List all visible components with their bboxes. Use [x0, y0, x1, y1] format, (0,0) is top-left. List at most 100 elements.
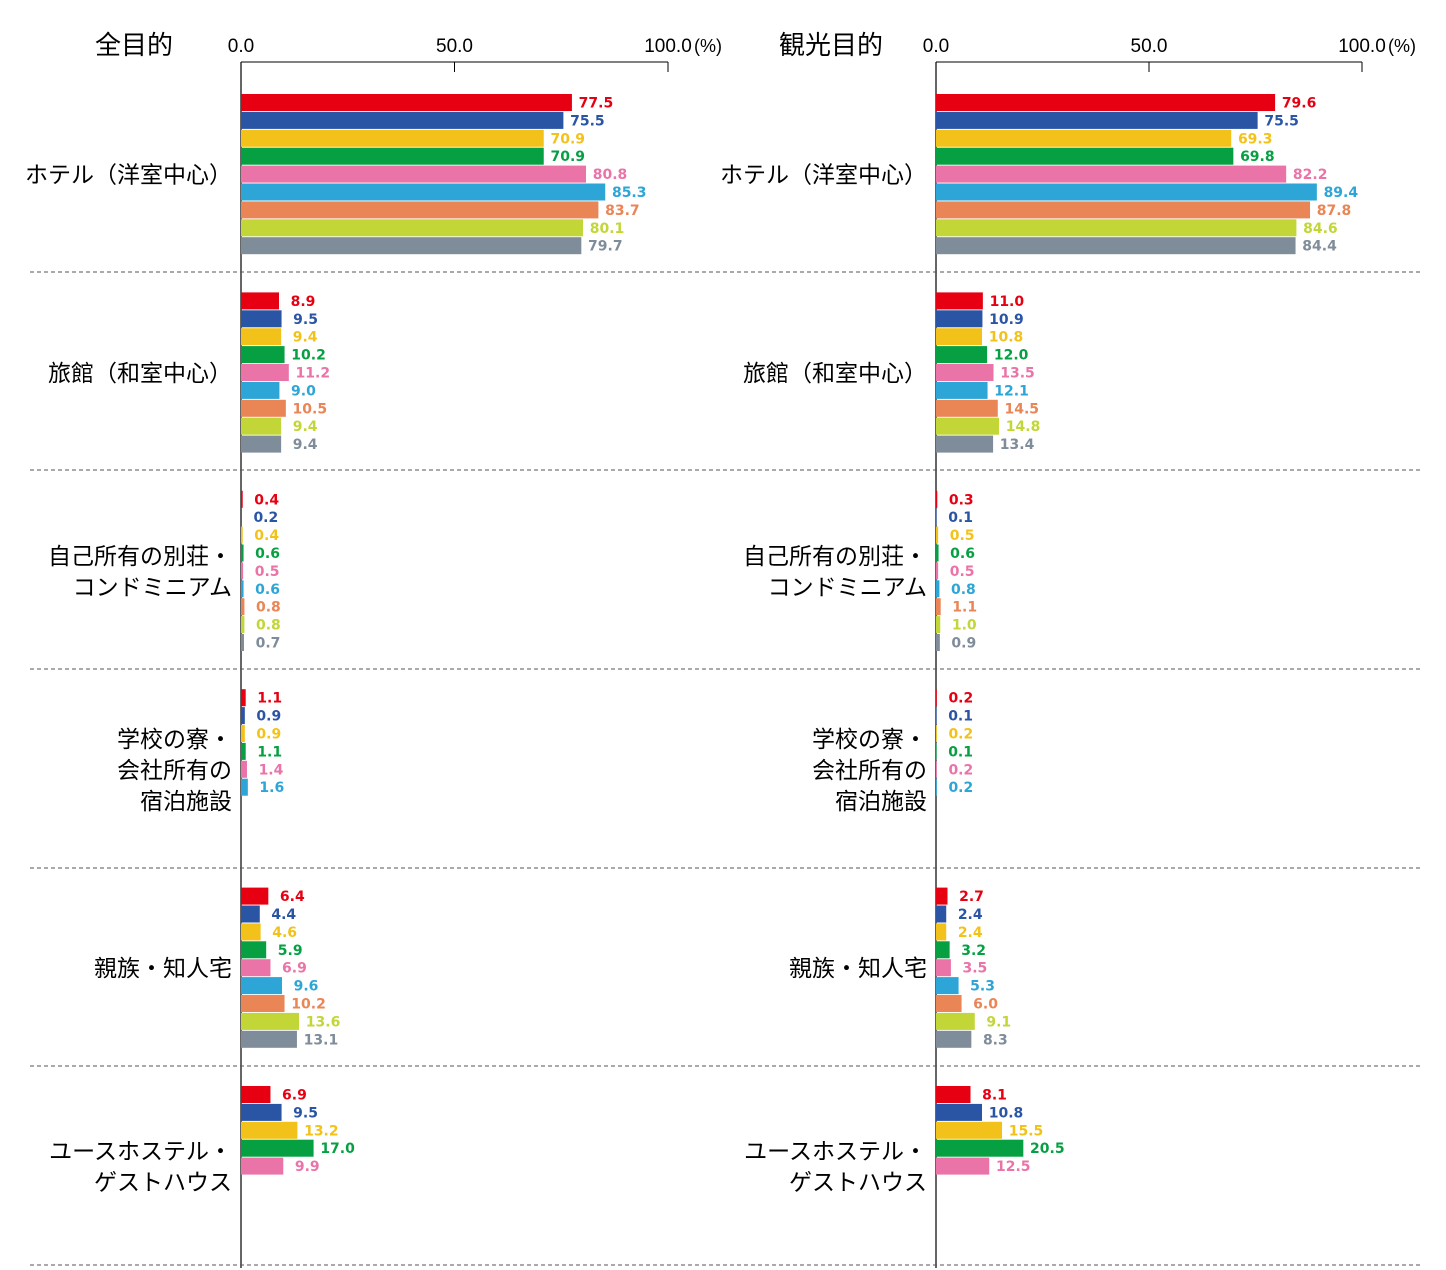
bar — [241, 1030, 297, 1048]
value-label: 84.6 — [1303, 221, 1338, 237]
bar — [936, 725, 937, 742]
bar — [936, 580, 940, 598]
value-label: 13.1 — [304, 1032, 339, 1048]
bar — [241, 508, 242, 526]
bar — [936, 1103, 983, 1121]
chart-panel-2: 観光目的 0.0 50.0 100.0 (%) ホテル（洋室中心） 79.675.5 69.3… — [720, 31, 1422, 1268]
value-label: 2.7 — [959, 889, 984, 905]
value-label: 20.5 — [1030, 1141, 1065, 1157]
value-label: 0.4 — [254, 528, 279, 544]
value-label: 0.4 — [254, 492, 279, 508]
bar — [241, 165, 587, 183]
bar — [241, 580, 244, 598]
value-label: 9.4 — [293, 419, 318, 435]
bar — [936, 598, 941, 616]
value-label: 9.6 — [294, 979, 319, 995]
bar — [241, 1103, 282, 1121]
value-label: 11.0 — [990, 294, 1025, 310]
bar — [936, 959, 951, 977]
value-label: 83.7 — [605, 203, 640, 219]
bar — [936, 381, 988, 399]
x-tick-label: 100.0 — [644, 36, 692, 57]
value-label: 10.9 — [989, 312, 1024, 328]
value-label: 1.1 — [257, 691, 282, 707]
unit-label: (%) — [1388, 36, 1416, 56]
value-label: 9.4 — [293, 330, 318, 346]
value-label: 10.5 — [293, 401, 328, 417]
value-label: 6.9 — [282, 1088, 307, 1104]
bar — [241, 1139, 314, 1157]
value-label: 0.8 — [951, 582, 976, 598]
value-label: 9.5 — [293, 1105, 318, 1121]
bar — [241, 399, 286, 417]
bar — [241, 147, 544, 165]
bar — [241, 616, 245, 634]
value-label: 1.4 — [259, 762, 284, 778]
value-label: 77.5 — [579, 96, 614, 112]
value-label: 13.2 — [304, 1123, 339, 1139]
bar — [936, 292, 983, 310]
category-label: コンドミニアム — [73, 575, 232, 601]
value-label: 69.3 — [1238, 131, 1273, 147]
value-label: 6.0 — [973, 997, 998, 1013]
value-label: 0.9 — [256, 709, 281, 725]
category-label: 学校の寮・ — [812, 727, 927, 753]
value-label: 0.1 — [948, 510, 973, 526]
bar — [241, 526, 243, 544]
bar — [936, 941, 950, 959]
value-label: 15.5 — [1009, 1123, 1044, 1139]
panel-title: 全目的 — [95, 31, 173, 61]
bar — [241, 959, 271, 977]
value-label: 84.4 — [1302, 239, 1337, 255]
bar — [936, 923, 947, 941]
value-label: 0.1 — [948, 709, 973, 725]
panel-title: 観光目的 — [779, 31, 883, 61]
value-label: 0.1 — [948, 744, 973, 760]
value-label: 9.0 — [291, 383, 316, 399]
bar — [936, 1086, 971, 1103]
bar — [241, 490, 243, 508]
category-label: 宿泊施設 — [140, 789, 232, 815]
bar — [936, 526, 939, 544]
category-label: 宿泊施設 — [835, 789, 927, 815]
value-label: 89.4 — [1324, 185, 1359, 201]
bar — [241, 562, 244, 580]
bar — [241, 598, 245, 616]
bar — [241, 201, 599, 219]
bar — [936, 778, 937, 796]
bar — [241, 634, 244, 651]
bar — [936, 183, 1317, 201]
bar — [936, 1157, 990, 1175]
value-label: 70.9 — [550, 131, 585, 147]
value-label: 1.0 — [952, 618, 977, 634]
value-label: 0.6 — [950, 546, 975, 562]
value-label: 1.6 — [259, 780, 284, 796]
bar — [936, 760, 937, 778]
value-label: 75.5 — [1264, 113, 1299, 129]
bar — [936, 544, 939, 562]
value-label: 0.9 — [951, 636, 976, 652]
value-label: 82.2 — [1293, 167, 1328, 183]
value-label: 2.4 — [958, 907, 983, 923]
bar — [936, 1012, 975, 1030]
value-label: 9.9 — [295, 1159, 320, 1175]
bar — [241, 435, 282, 453]
value-label: 10.8 — [989, 1105, 1024, 1121]
bar — [241, 778, 248, 796]
bar — [936, 689, 937, 707]
value-label: 70.9 — [550, 149, 585, 165]
bar — [936, 1139, 1024, 1157]
bar — [936, 1030, 972, 1048]
value-label: 5.3 — [970, 979, 995, 995]
x-tick-label: 50.0 — [1131, 36, 1168, 57]
bar — [241, 417, 282, 435]
bar — [241, 923, 261, 941]
value-label: 80.1 — [590, 221, 625, 237]
category-label: 学校の寮・ — [117, 727, 232, 753]
category-label: 会社所有の — [117, 758, 232, 784]
bar — [936, 328, 983, 346]
bar — [936, 995, 962, 1012]
bar — [936, 219, 1297, 237]
value-label: 9.5 — [293, 312, 318, 328]
